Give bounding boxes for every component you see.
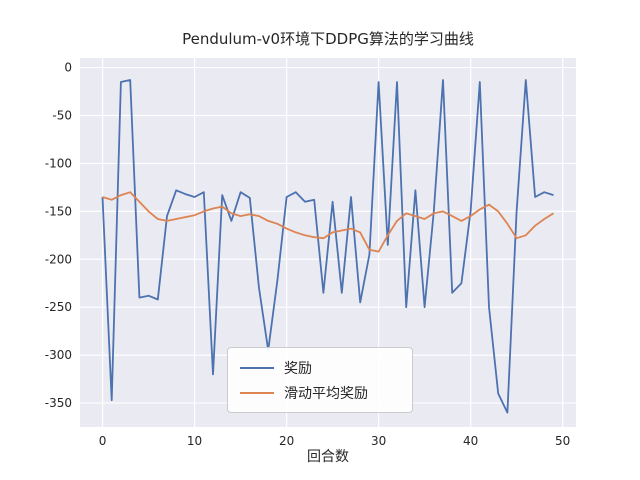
x-tick-label: 50 — [555, 434, 570, 448]
y-tick-label: -300 — [45, 348, 72, 362]
x-tick-label: 10 — [187, 434, 202, 448]
x-tick-label: 40 — [463, 434, 478, 448]
y-tick-label: -150 — [45, 204, 72, 218]
x-tick-label: 0 — [99, 434, 107, 448]
legend-label-reward: 奖励 — [284, 360, 312, 377]
chart-title: Pendulum-v0环境下DDPG算法的学习曲线 — [182, 30, 474, 48]
moving-average-line-swatch — [240, 391, 274, 394]
series-line-1 — [102, 191, 554, 253]
legend: 奖励 滑动平均奖励 — [227, 347, 413, 413]
y-tick-label: -350 — [45, 396, 72, 410]
reward-line-swatch — [240, 366, 274, 369]
legend-entry-reward: 奖励 — [240, 355, 400, 380]
x-tick-label: 30 — [371, 434, 386, 448]
y-tick-label: 0 — [64, 61, 72, 75]
series-line-0 — [101, 79, 554, 414]
x-tick-label: 20 — [279, 434, 294, 448]
x-axis-label: 回合数 — [307, 449, 349, 465]
legend-label-moving-average: 滑动平均奖励 — [284, 385, 368, 402]
y-tick-label: -50 — [52, 109, 72, 123]
legend-entry-moving-average: 滑动平均奖励 — [240, 380, 400, 405]
y-tick-label: -100 — [45, 156, 72, 170]
y-tick-label: -250 — [45, 300, 72, 314]
y-tick-label: -200 — [45, 252, 72, 266]
